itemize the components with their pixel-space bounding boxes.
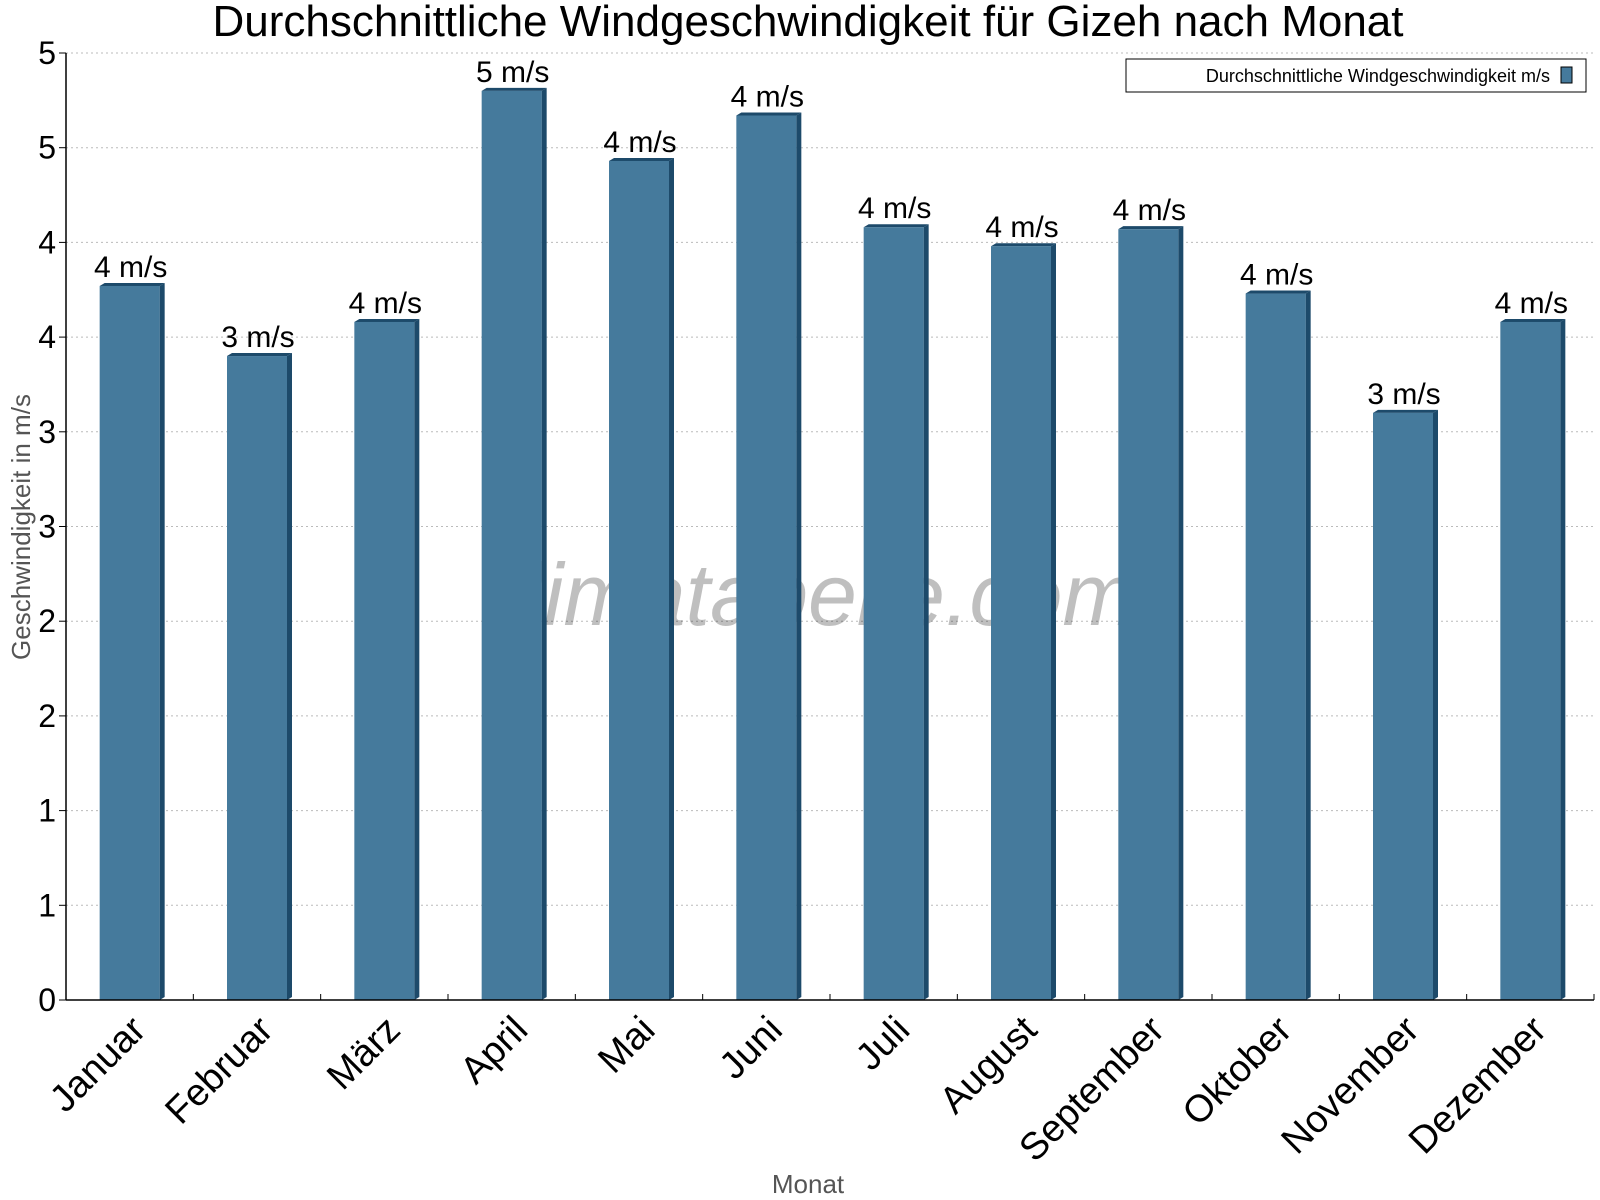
bar-data-label: 4 m/s <box>1495 287 1568 320</box>
legend-label: Durchschnittliche Windgeschwindigkeit m/… <box>1206 66 1550 86</box>
axes <box>59 52 1595 1001</box>
bar-top <box>991 243 1056 247</box>
x-tick-labels: Januar Februar März April Mai Juni Juli AugustS… <box>42 1008 1555 1169</box>
bar-group: 4 m/s <box>731 81 804 1000</box>
bar-side <box>796 112 802 1000</box>
bar-data-label: 4 m/s <box>349 287 422 320</box>
bar-data-label: 4 m/s <box>1113 194 1186 227</box>
y-tick-label: 0 <box>38 982 56 1018</box>
bar-data-label: 4 m/s <box>858 192 931 225</box>
y-tick-label: 3 <box>38 509 56 545</box>
x-tick-label: Februar <box>158 1008 282 1132</box>
bar-side <box>541 87 547 1000</box>
bars: 4 m/s 3 m/s 4 m/s 5 m/s 4 m/s 4 m/s 4 m/s 4 m/s… <box>94 56 1568 1001</box>
y-tick-labels: 0 1 1 2 2 3 3 4 4 5 5 <box>38 35 56 1018</box>
bar-group: 5 m/s <box>476 56 549 1000</box>
y-tick-label: 2 <box>38 698 56 734</box>
y-tick-label: 5 <box>38 130 56 166</box>
bar-top <box>609 157 674 161</box>
x-tick-label: April <box>453 1009 536 1092</box>
x-tick-label: Mai <box>590 1009 663 1082</box>
bar <box>991 246 1051 1001</box>
bar-side <box>1051 243 1056 1001</box>
bar <box>481 90 542 1000</box>
bar-group: 3 m/s <box>221 321 295 1000</box>
bar-top <box>1500 318 1566 322</box>
bar-data-label: 4 m/s <box>985 211 1058 244</box>
x-axis-title: Monat <box>772 1169 845 1199</box>
x-tick-label: März <box>319 1009 408 1098</box>
y-tick-label: 5 <box>38 35 56 71</box>
bar-group: 4 m/s <box>985 211 1059 1001</box>
bar-top <box>354 318 420 322</box>
bar-group: 4 m/s <box>1495 287 1568 1000</box>
y-tick-label: 2 <box>38 603 56 639</box>
bar-data-label: 4 m/s <box>603 126 676 159</box>
bar-side <box>1560 318 1566 1000</box>
bar-data-label: 3 m/s <box>221 321 294 354</box>
bar <box>609 160 669 1000</box>
bar-top <box>481 87 547 91</box>
y-tick-label: 4 <box>38 319 56 355</box>
bar <box>1118 229 1179 1001</box>
bar-top <box>1245 290 1311 294</box>
bar <box>736 115 797 1000</box>
bar-top <box>1118 226 1184 230</box>
y-tick-label: 4 <box>38 224 56 260</box>
x-tick-label: August <box>932 1008 1046 1122</box>
y-tick-label: 1 <box>38 887 56 923</box>
legend-box <box>1125 58 1587 93</box>
x-tick-label: Juni <box>712 1009 791 1088</box>
bar <box>354 321 415 1000</box>
bar-top <box>736 112 802 116</box>
bar-side <box>1178 226 1184 1001</box>
y-tick-label: 1 <box>38 793 56 829</box>
bar-top <box>227 353 292 357</box>
y-axis-title: Geschwindigkeit in m/s <box>6 394 36 660</box>
legend: Durchschnittliche Windgeschwindigkeit m/… <box>1125 58 1587 93</box>
bar-group: 4 m/s <box>858 192 931 1001</box>
bar <box>1500 321 1561 1000</box>
bar-top <box>99 282 165 286</box>
bar-data-label: 4 m/s <box>731 81 804 114</box>
bar <box>1245 293 1306 1001</box>
bar <box>99 285 160 1000</box>
bar <box>863 227 924 1001</box>
bar-side <box>923 224 929 1001</box>
bar <box>227 356 287 1000</box>
x-tick-label: Dezember <box>1401 1008 1555 1162</box>
grid-lines <box>66 52 1594 906</box>
bar-data-label: 3 m/s <box>1367 378 1440 411</box>
y-tick-label: 3 <box>38 414 56 450</box>
bar-side <box>1305 290 1311 1001</box>
bar-group: 4 m/s <box>1240 259 1313 1001</box>
legend-swatch <box>1560 66 1573 84</box>
bar-side <box>414 318 420 1000</box>
chart-title: Durchschnittliche Windgeschwindigkeit fü… <box>212 0 1403 46</box>
x-tick-label: Juli <box>848 1009 918 1079</box>
bar-data-label: 4 m/s <box>1240 259 1313 292</box>
bar-top <box>863 224 929 228</box>
bar-side <box>669 157 674 1000</box>
x-tick-label: Januar <box>42 1008 154 1120</box>
x-tick-label: November <box>1274 1008 1428 1162</box>
bar-side <box>159 282 165 1000</box>
bar-data-label: 4 m/s <box>94 251 167 284</box>
bar-group: 4 m/s <box>603 126 677 1000</box>
bar-group: 4 m/s <box>1113 194 1186 1001</box>
bar-group: 4 m/s <box>94 251 167 1000</box>
bar-top <box>1373 409 1438 413</box>
bar-group: 4 m/s <box>349 287 422 1000</box>
x-tick-label: Oktober <box>1175 1008 1301 1134</box>
bar-side <box>1433 409 1438 1000</box>
bar-group: 3 m/s <box>1367 378 1441 1000</box>
bar-side <box>287 353 292 1000</box>
bar <box>1373 412 1433 1000</box>
bar-data-label: 5 m/s <box>476 56 549 89</box>
